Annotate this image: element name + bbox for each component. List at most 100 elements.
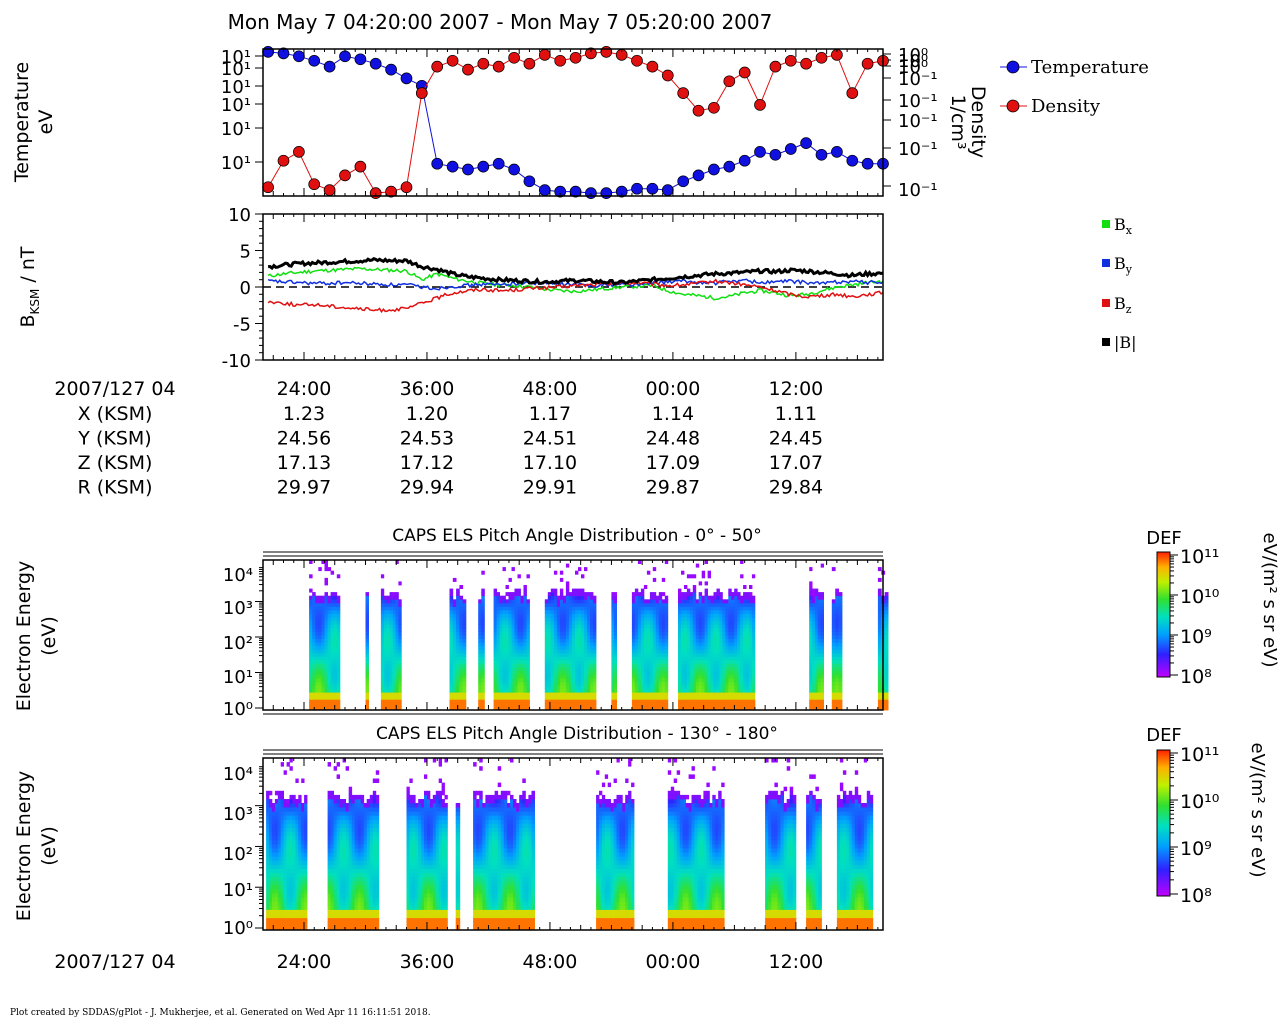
panel3-cell (508, 610, 512, 614)
panel3-cell (631, 688, 636, 693)
panel3-cell (593, 649, 597, 654)
panel3-cell (725, 656, 729, 661)
panel3-cell (568, 642, 573, 647)
panel4-cell (345, 909, 349, 914)
panel4-cell (283, 819, 287, 824)
panel4-cell (304, 889, 308, 894)
panel4-cell (298, 860, 302, 865)
panel2-y-tick-label: -5 (233, 315, 251, 336)
panel4-cell (274, 831, 279, 837)
panel3-cell (571, 610, 576, 614)
panel3-cell (523, 610, 527, 614)
panel4-cell (330, 823, 334, 828)
panel3-cell (640, 599, 645, 604)
panel3-cell (559, 595, 564, 600)
panel4-cell (333, 794, 337, 800)
panel4-cell (301, 848, 305, 853)
panel4-cell (283, 848, 287, 853)
panel3-cell (511, 685, 515, 689)
panel3-cell (499, 688, 503, 693)
panel3-cell (835, 692, 839, 697)
panel3-cell (646, 638, 651, 643)
panel3-cell (312, 663, 316, 668)
panel3-cell (449, 588, 454, 593)
panel3-cell (692, 620, 697, 625)
panel3-cell (704, 599, 708, 604)
panel3-cell (578, 706, 582, 711)
panel3-cell (740, 692, 744, 697)
panel3-cell (462, 624, 467, 629)
panel3-cell (746, 602, 750, 607)
panel4-cell (283, 868, 287, 874)
panel4-cell (277, 917, 282, 923)
panel3-cell (330, 652, 335, 657)
panel3-cell (590, 656, 594, 661)
panel3-cell (324, 563, 328, 568)
panel3-cell (481, 695, 485, 700)
panel4-cell (301, 807, 305, 812)
panel3-cell (523, 624, 527, 629)
panel3-cell (734, 652, 738, 657)
panel4-cell (295, 889, 299, 894)
panel3-cell (508, 645, 512, 650)
panel4-cell (304, 823, 308, 828)
panel3-cell (544, 627, 549, 632)
panel3-cell (710, 599, 714, 604)
panel3-cell (704, 652, 708, 657)
panel3-cell (333, 681, 338, 686)
panel3-cell (459, 631, 464, 636)
panel4-cell (283, 901, 287, 906)
panel3-cell (884, 706, 889, 711)
panel3-cell (710, 706, 714, 711)
panel3-cell (321, 631, 325, 636)
panel3-cell (584, 702, 588, 707)
panel3-cell (452, 699, 457, 704)
panel3-cell (556, 631, 561, 636)
panel3-cell (398, 699, 402, 704)
panel3-cell (380, 624, 385, 629)
panel3-cell (578, 667, 582, 672)
panel3-cell (581, 660, 585, 664)
panel3-cell (649, 670, 654, 675)
panel4-cell (280, 835, 284, 841)
panel3-cell (333, 699, 338, 704)
panel3-cell (571, 667, 576, 672)
panel3-cell (689, 617, 694, 622)
panel3-cell (809, 677, 813, 682)
panel3-cell (646, 663, 651, 668)
panel4-cell (271, 835, 276, 841)
panel3-cell (686, 688, 691, 693)
ephemeris-value: 1.14 (652, 403, 694, 425)
panel3-cell (517, 595, 521, 600)
panel3-cell (646, 606, 651, 611)
panel4-cell (280, 762, 284, 767)
panel3-cell (710, 620, 714, 625)
panel3-cell (505, 627, 509, 632)
panel3-cell (449, 685, 454, 689)
panel4-cell (330, 803, 334, 808)
density-point (692, 104, 705, 117)
panel3-cell (590, 592, 594, 597)
panel3-cell (508, 688, 512, 693)
panel3-cell (701, 681, 706, 686)
panel3-cell (643, 610, 648, 614)
panel3-cell (877, 577, 882, 582)
panel3-cell (611, 667, 615, 672)
panel3-cell (365, 695, 369, 700)
panel3-cell (695, 706, 700, 711)
legend-b-total: |B| (1102, 333, 1137, 352)
panel3-cell (637, 663, 642, 668)
panel3-cell (365, 592, 369, 597)
panel3-cell (456, 688, 460, 693)
panel3-cell (365, 599, 369, 604)
panel3-cell (611, 606, 615, 611)
panel3-cell (481, 649, 485, 654)
panel4-cell (295, 799, 299, 804)
panel3-cell (719, 677, 723, 682)
panel3-cell (725, 695, 729, 700)
panel3-cell (611, 642, 615, 647)
panel3-cell (812, 652, 816, 657)
panel3-cell (324, 599, 328, 604)
panel3-cell (365, 617, 369, 622)
